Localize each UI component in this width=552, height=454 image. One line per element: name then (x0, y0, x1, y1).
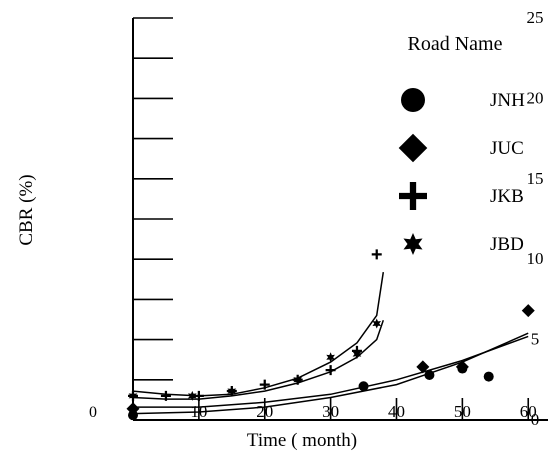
y-tick-label: 10 (527, 249, 544, 268)
legend-title: Road Name (408, 33, 503, 55)
legend-label: JUC (490, 138, 524, 159)
y-tick-label: 15 (527, 169, 544, 188)
y-tick-label: 25 (527, 8, 544, 27)
x-tick-label: 20 (256, 402, 273, 421)
legend-marker-jkb (399, 182, 427, 210)
legend: JNH JUC JKB JBD (399, 88, 525, 255)
legend-marker-jbd (403, 233, 422, 255)
legend-label: JBD (490, 234, 524, 255)
data-point-juc (522, 304, 535, 317)
y-tick-label: 5 (531, 330, 540, 349)
x-axis-label: Time ( month) (247, 430, 357, 451)
y-axis-label: CBR (%) (16, 174, 37, 245)
x-tick-label: 10 (190, 402, 207, 421)
x-tick-label: 50 (454, 402, 471, 421)
y-tick-label: 20 (527, 88, 544, 107)
x-tick-label: 30 (322, 402, 339, 421)
data-point-jnh (484, 372, 494, 382)
data-point-jnh (424, 370, 434, 380)
legend-marker-jnh (401, 88, 425, 112)
origin-label: 0 (89, 404, 97, 421)
legend-label: JKB (490, 186, 524, 207)
fit-curve-jbd (133, 320, 383, 399)
data-point-jnh (359, 381, 369, 391)
data-point-jkb (372, 249, 382, 259)
legend-marker-juc (399, 134, 428, 163)
fit-curve-jkb (133, 272, 383, 396)
legend-label: JNH (490, 90, 525, 111)
x-tick-label: 40 (388, 402, 405, 421)
plot-area (133, 18, 548, 420)
y-tick-label: 0 (531, 410, 540, 429)
